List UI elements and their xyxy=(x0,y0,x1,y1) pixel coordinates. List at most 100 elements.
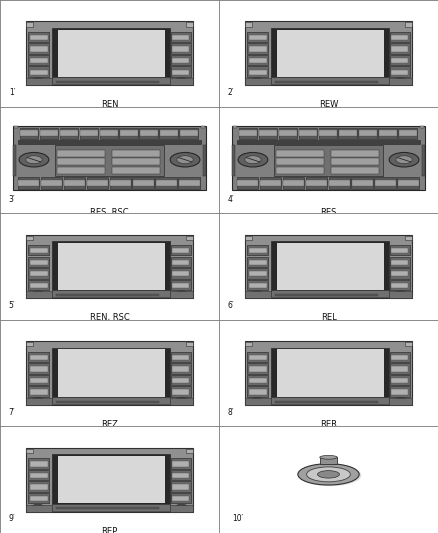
Bar xyxy=(173,46,189,52)
Bar xyxy=(239,131,257,136)
Bar xyxy=(247,67,268,77)
Bar xyxy=(249,58,267,63)
Circle shape xyxy=(245,156,261,164)
Bar xyxy=(57,350,165,397)
Bar xyxy=(26,21,193,85)
Bar xyxy=(179,180,199,186)
Bar xyxy=(120,131,138,136)
Bar xyxy=(28,375,49,385)
Bar xyxy=(30,46,48,52)
Bar xyxy=(237,180,258,186)
Bar xyxy=(52,28,170,78)
Bar xyxy=(398,176,419,189)
Bar xyxy=(247,256,268,267)
Circle shape xyxy=(175,291,187,297)
Bar xyxy=(26,341,193,405)
Bar xyxy=(171,245,191,255)
Text: 2′: 2′ xyxy=(228,88,234,97)
Circle shape xyxy=(19,152,49,167)
Bar xyxy=(30,260,48,265)
Bar xyxy=(41,180,61,186)
Bar xyxy=(306,180,327,186)
Bar xyxy=(171,458,191,469)
Circle shape xyxy=(178,399,184,402)
Bar xyxy=(171,481,191,492)
Text: REZ: REZ xyxy=(101,420,118,429)
Bar xyxy=(374,176,396,189)
Bar xyxy=(392,355,408,360)
Circle shape xyxy=(238,152,268,167)
Circle shape xyxy=(177,156,193,164)
Bar xyxy=(339,128,357,139)
Text: RES, RSC: RES, RSC xyxy=(90,208,129,217)
Bar xyxy=(173,496,189,501)
Bar xyxy=(171,55,191,66)
Text: REP: REP xyxy=(101,527,118,533)
Bar xyxy=(171,470,191,480)
Bar xyxy=(390,43,410,54)
Text: 3′: 3′ xyxy=(9,195,15,204)
Bar xyxy=(245,78,271,85)
Bar xyxy=(171,493,191,503)
Bar xyxy=(173,484,189,490)
Bar xyxy=(390,352,410,362)
Bar xyxy=(276,294,378,296)
Bar xyxy=(26,505,52,512)
Bar xyxy=(28,481,49,492)
Bar xyxy=(80,131,98,136)
Bar xyxy=(171,280,191,290)
Bar xyxy=(110,180,131,186)
Bar xyxy=(28,493,49,503)
Circle shape xyxy=(175,504,187,510)
Bar xyxy=(358,128,377,139)
Bar xyxy=(57,158,105,165)
Bar xyxy=(186,342,193,346)
Bar xyxy=(30,462,48,466)
Bar xyxy=(247,375,268,385)
Bar xyxy=(245,342,252,346)
Bar xyxy=(245,22,252,27)
Bar xyxy=(30,355,48,360)
Ellipse shape xyxy=(298,464,359,485)
Bar xyxy=(30,473,48,478)
Bar xyxy=(390,268,410,279)
Bar xyxy=(276,158,324,165)
Bar xyxy=(359,131,377,136)
Bar xyxy=(259,131,277,136)
Bar xyxy=(170,292,193,298)
Bar xyxy=(60,131,78,136)
Bar xyxy=(112,158,160,165)
Bar xyxy=(26,22,33,27)
Bar xyxy=(389,398,412,405)
Bar xyxy=(186,449,193,453)
Bar xyxy=(57,507,159,509)
Bar xyxy=(30,378,48,383)
Text: 1′: 1′ xyxy=(9,88,15,97)
Bar xyxy=(13,145,16,176)
Bar xyxy=(202,145,206,176)
Bar xyxy=(173,355,189,360)
Bar xyxy=(28,352,49,362)
Bar xyxy=(18,140,201,144)
Text: 9′: 9′ xyxy=(9,514,15,523)
Bar xyxy=(390,363,410,374)
Bar xyxy=(420,126,424,128)
Bar xyxy=(30,248,48,253)
Circle shape xyxy=(32,78,44,84)
Bar xyxy=(339,131,357,136)
Bar xyxy=(28,386,49,397)
Bar xyxy=(271,77,389,84)
Bar xyxy=(160,131,177,136)
Circle shape xyxy=(394,291,406,297)
Bar xyxy=(26,398,52,405)
Bar xyxy=(389,292,412,298)
Bar xyxy=(159,128,178,139)
Circle shape xyxy=(178,79,184,82)
Bar xyxy=(390,375,410,385)
Bar xyxy=(276,350,384,397)
Bar xyxy=(52,77,170,84)
Bar xyxy=(259,128,277,139)
Bar xyxy=(173,390,189,394)
Bar xyxy=(18,176,39,189)
Bar xyxy=(55,145,164,176)
